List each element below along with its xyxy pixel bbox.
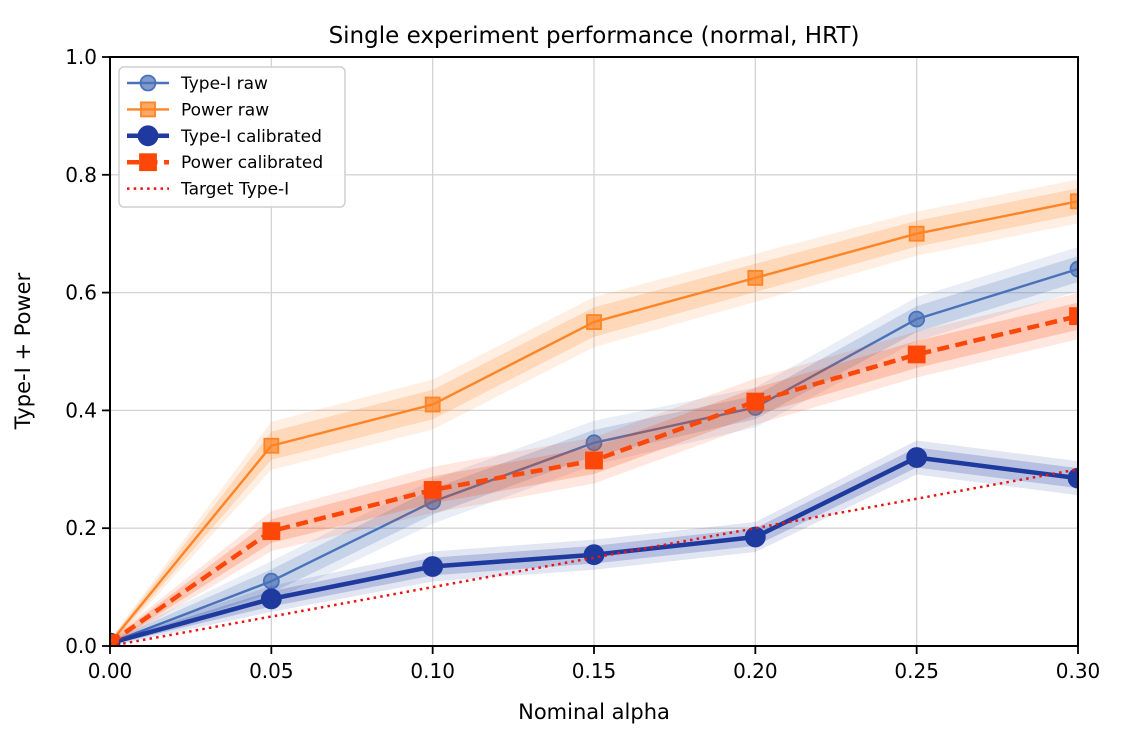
legend-item-power-raw: Power raw	[127, 100, 269, 120]
series-layer	[110, 179, 1078, 646]
series-type-i-calibrated-marker	[744, 526, 766, 548]
y-tick-label: 0.6	[65, 281, 97, 305]
x-tick-label: 0.30	[1056, 659, 1101, 683]
series-power-calibrated-band-outer	[110, 293, 1078, 646]
y-axis-label: Type-I + Power	[11, 272, 35, 430]
y-tick-label: 0.0	[65, 634, 97, 658]
legend-item-label: Power calibrated	[181, 153, 323, 173]
series-power-raw-marker	[586, 314, 602, 330]
x-tick-label: 0.25	[894, 659, 939, 683]
series-power-raw-marker	[1070, 193, 1078, 210]
tick-layer: 0.00 0.05 0.10 0.15 0.20 0.25 0.30 0.0 0.2 0.4 0.6…	[65, 45, 1100, 683]
series-type-i-calibrated-marker	[422, 556, 444, 577]
series-power-raw-marker	[424, 396, 441, 413]
legend-item-label: Type-I calibrated	[180, 127, 322, 147]
series-type-i-calibrated-marker	[260, 588, 282, 610]
series-power-calibrated	[110, 293, 1078, 646]
x-tick-label: 0.00	[88, 659, 133, 683]
series-power-calibrated-marker	[423, 481, 442, 499]
legend-item-type-i-raw: Type-I raw	[127, 74, 268, 94]
legend-item-power-calibrated: Power calibrated	[127, 153, 323, 173]
legend-item-label: Type-I raw	[180, 74, 268, 94]
x-tick-label: 0.10	[410, 659, 455, 683]
series-type-i-calibrated-marker	[583, 544, 605, 566]
x-axis-label: Nominal alpha	[518, 700, 670, 724]
y-tick-label: 0.8	[65, 163, 97, 187]
series-type-i-raw-marker	[908, 310, 926, 328]
series-type-i-raw-marker	[139, 74, 157, 92]
series-type-i-calibrated-marker	[906, 447, 928, 468]
series-power-calibrated-marker	[907, 345, 926, 364]
y-tick-label: 0.4	[65, 398, 97, 422]
series-power-raw	[110, 179, 1078, 646]
series-power-calibrated-marker	[262, 522, 281, 541]
legend: Type-I raw Power raw Type-I calibrated Powe…	[118, 66, 346, 208]
y-tick-label: 1.0	[65, 45, 97, 69]
series-type-i-calibrated	[110, 440, 1078, 646]
series-power-calibrated-marker	[1069, 307, 1078, 326]
series-type-i-raw	[110, 247, 1078, 646]
legend-item-label: Power raw	[181, 100, 269, 120]
series-power-calibrated-marker	[110, 634, 119, 646]
series-power-raw-band-outer	[110, 179, 1078, 646]
series-type-i-calibrated-band-outer	[110, 440, 1078, 646]
legend-box	[118, 66, 346, 208]
legend-item-label: Target Type-I	[180, 180, 289, 200]
legend-item-type-i-calibrated: Type-I calibrated	[127, 125, 322, 147]
legend-item-target-type-i: Target Type-I	[127, 180, 289, 200]
series-power-calibrated-marker	[585, 451, 603, 470]
series-type-i-calibrated-marker	[1067, 467, 1078, 489]
x-tick-label: 0.05	[249, 659, 294, 683]
series-type-i-raw-marker	[585, 434, 603, 452]
x-tick-label: 0.15	[572, 659, 617, 683]
series-power-raw-marker	[140, 101, 156, 118]
series-power-calibrated-band-inner	[110, 302, 1078, 646]
series-power-calibrated-marker	[746, 392, 765, 411]
series-power-raw-marker	[908, 225, 925, 242]
series-power-raw-marker	[263, 437, 280, 454]
series-type-i-calibrated-marker	[137, 125, 159, 147]
x-tick-label: 0.20	[733, 659, 778, 683]
series-power-calibrated-marker	[139, 153, 157, 172]
series-power-raw-marker	[747, 269, 764, 286]
chart-title: Single experiment performance (normal, H…	[329, 23, 860, 49]
series-type-i-raw-marker	[1069, 260, 1078, 278]
y-tick-label: 0.2	[65, 516, 97, 540]
